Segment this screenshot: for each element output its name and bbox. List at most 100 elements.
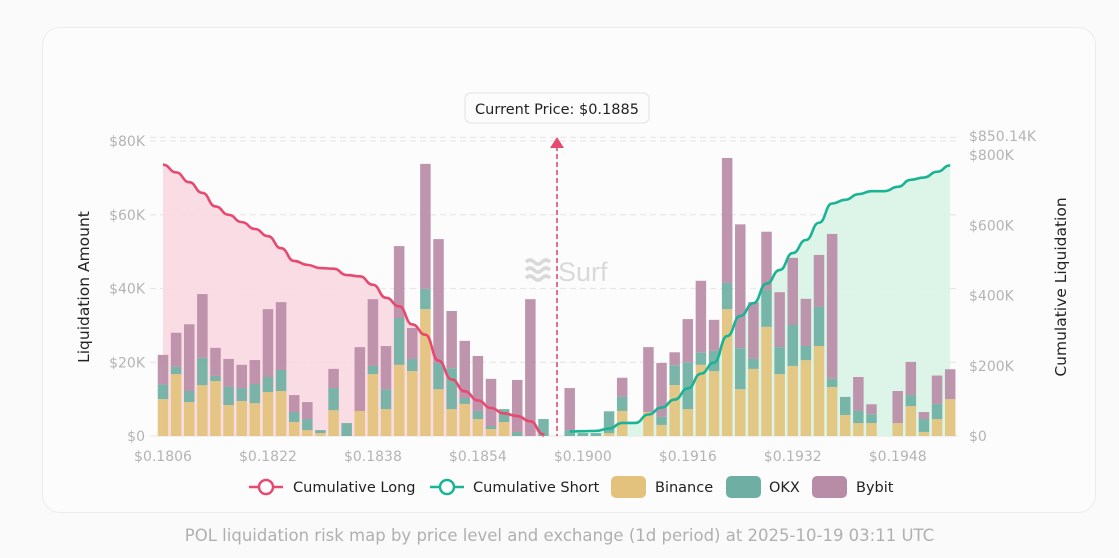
- bar-bybit[interactable]: [761, 231, 772, 290]
- bar-okx[interactable]: [210, 375, 221, 382]
- bar-binance[interactable]: [787, 365, 799, 436]
- bar-bybit[interactable]: [866, 404, 877, 415]
- bar-stack[interactable]: [839, 396, 851, 436]
- bar-stack[interactable]: [302, 402, 313, 436]
- bar-binance[interactable]: [446, 409, 457, 436]
- bar-okx[interactable]: [787, 325, 799, 366]
- bar-stack[interactable]: [170, 332, 182, 436]
- bar-bybit[interactable]: [170, 332, 182, 367]
- bar-bybit[interactable]: [892, 391, 903, 424]
- bar-okx[interactable]: [262, 377, 274, 393]
- bar-okx[interactable]: [695, 352, 707, 365]
- bar-stack[interactable]: [472, 355, 484, 436]
- bar-binance[interactable]: [800, 360, 812, 436]
- bar-stack[interactable]: [931, 375, 943, 436]
- bar-okx[interactable]: [485, 426, 497, 429]
- bar-bybit[interactable]: [380, 346, 392, 390]
- bar-binance[interactable]: [393, 364, 405, 436]
- bar-binance[interactable]: [315, 433, 326, 436]
- bar-stack[interactable]: [577, 433, 589, 436]
- legend-item-bybit[interactable]: Bybit: [812, 476, 894, 498]
- bar-binance[interactable]: [853, 423, 864, 436]
- legend-item-cumulative-short[interactable]: Cumulative Short: [430, 478, 600, 496]
- bar-okx[interactable]: [446, 368, 457, 410]
- bar-bybit[interactable]: [944, 369, 956, 400]
- bar-okx[interactable]: [853, 410, 864, 424]
- bar-okx[interactable]: [367, 365, 379, 375]
- bar-binance[interactable]: [157, 399, 169, 436]
- bar-bybit[interactable]: [708, 319, 720, 351]
- bar-bybit[interactable]: [774, 292, 785, 348]
- bar-binance[interactable]: [669, 385, 680, 436]
- bar-okx[interactable]: [249, 384, 261, 404]
- bar-binance[interactable]: [472, 419, 484, 436]
- bar-stack[interactable]: [695, 280, 707, 436]
- bar-stack[interactable]: [616, 377, 628, 436]
- bar-binance[interactable]: [485, 428, 497, 436]
- legend-item-binance[interactable]: Binance: [611, 476, 713, 498]
- bar-bybit[interactable]: [800, 298, 812, 347]
- bar-bybit[interactable]: [236, 364, 247, 389]
- bar-okx[interactable]: [603, 411, 615, 434]
- bar-binance[interactable]: [236, 400, 247, 436]
- bar-okx[interactable]: [669, 365, 680, 386]
- bar-stack[interactable]: [918, 412, 930, 436]
- bar-stack[interactable]: [354, 347, 366, 436]
- bar-binance[interactable]: [183, 402, 195, 436]
- bar-binance[interactable]: [721, 309, 733, 436]
- bar-bybit[interactable]: [735, 224, 746, 349]
- bar-binance[interactable]: [420, 309, 431, 436]
- bar-stack[interactable]: [853, 377, 864, 436]
- bar-bybit[interactable]: [459, 340, 471, 399]
- bar-stack[interactable]: [498, 409, 510, 436]
- bar-okx[interactable]: [826, 378, 838, 387]
- bar-bybit[interactable]: [918, 412, 930, 420]
- bar-okx[interactable]: [236, 388, 247, 401]
- bar-okx[interactable]: [656, 416, 667, 425]
- bar-bybit[interactable]: [695, 280, 707, 353]
- bar-binance[interactable]: [407, 371, 418, 436]
- bar-stack[interactable]: [393, 246, 405, 436]
- bar-bybit[interactable]: [669, 352, 680, 366]
- bar-binance[interactable]: [643, 412, 654, 436]
- bar-okx[interactable]: [315, 430, 326, 434]
- bar-okx[interactable]: [302, 419, 313, 431]
- bar-stack[interactable]: [367, 299, 379, 436]
- bar-bybit[interactable]: [433, 239, 444, 363]
- bar-bybit[interactable]: [183, 324, 195, 392]
- bar-okx[interactable]: [288, 412, 300, 422]
- bar-okx[interactable]: [866, 414, 877, 424]
- bar-bybit[interactable]: [262, 309, 274, 377]
- bar-okx[interactable]: [170, 366, 182, 375]
- bar-okx[interactable]: [407, 358, 418, 372]
- bar-binance[interactable]: [931, 419, 943, 436]
- bar-stack[interactable]: [538, 419, 549, 436]
- bar-binance[interactable]: [498, 421, 510, 436]
- bar-binance[interactable]: [210, 381, 221, 436]
- bar-okx[interactable]: [577, 433, 589, 436]
- bar-stack[interactable]: [643, 347, 654, 436]
- bar-stack[interactable]: [866, 404, 877, 436]
- bar-bybit[interactable]: [564, 388, 575, 431]
- bar-stack[interactable]: [446, 310, 457, 436]
- bar-bybit[interactable]: [446, 310, 457, 369]
- bar-bybit[interactable]: [210, 347, 221, 376]
- bar-stack[interactable]: [735, 224, 746, 436]
- bar-bybit[interactable]: [367, 299, 379, 366]
- bar-okx[interactable]: [564, 430, 575, 436]
- bar-stack[interactable]: [197, 294, 208, 436]
- bar-okx[interactable]: [721, 282, 733, 310]
- bar-binance[interactable]: [905, 406, 917, 436]
- bar-stack[interactable]: [748, 302, 759, 436]
- bar-binance[interactable]: [866, 423, 877, 436]
- bar-okx[interactable]: [433, 362, 444, 390]
- bar-stack[interactable]: [656, 362, 667, 436]
- bar-bybit[interactable]: [813, 254, 825, 307]
- bar-binance[interactable]: [380, 409, 392, 436]
- bar-okx[interactable]: [328, 388, 339, 411]
- bar-binance[interactable]: [328, 410, 339, 436]
- bar-okx[interactable]: [498, 409, 510, 422]
- bar-stack[interactable]: [525, 299, 536, 436]
- bar-stack[interactable]: [157, 354, 169, 436]
- bar-binance[interactable]: [433, 389, 444, 436]
